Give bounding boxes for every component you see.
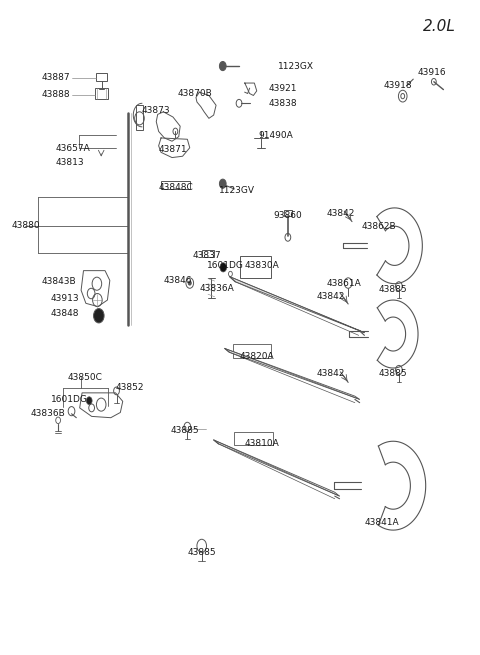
Bar <box>284 210 292 216</box>
Polygon shape <box>225 348 360 400</box>
Text: 43861A: 43861A <box>326 279 361 288</box>
Text: 43836B: 43836B <box>30 409 65 419</box>
Circle shape <box>188 281 191 285</box>
Text: 43921: 43921 <box>269 84 297 93</box>
Circle shape <box>94 309 104 323</box>
Bar <box>234 432 273 445</box>
Bar <box>202 250 214 257</box>
Polygon shape <box>229 276 364 333</box>
Text: 43810A: 43810A <box>245 440 279 448</box>
Circle shape <box>219 179 226 188</box>
Text: 1601DG: 1601DG <box>51 395 88 404</box>
Bar <box>240 255 271 278</box>
Text: 43848C: 43848C <box>158 183 193 192</box>
Text: 43850C: 43850C <box>68 373 103 382</box>
Text: 43916: 43916 <box>417 68 446 77</box>
Text: 43885: 43885 <box>187 548 216 557</box>
Text: 91490A: 91490A <box>258 131 293 140</box>
Bar <box>96 73 107 81</box>
Polygon shape <box>214 440 339 496</box>
Text: 43813: 43813 <box>56 159 84 167</box>
Text: 43852: 43852 <box>116 383 144 392</box>
Text: 43842: 43842 <box>317 291 345 301</box>
Text: 43880: 43880 <box>11 221 40 230</box>
Text: 1601DG: 1601DG <box>206 261 243 270</box>
Text: 43837: 43837 <box>192 251 221 260</box>
Text: 43820A: 43820A <box>240 352 275 361</box>
Bar <box>96 88 108 100</box>
Text: 43885: 43885 <box>170 426 199 436</box>
Text: 43885: 43885 <box>379 369 408 378</box>
Text: 43830A: 43830A <box>245 261 279 270</box>
Text: 43848: 43848 <box>51 309 80 318</box>
Circle shape <box>220 263 227 272</box>
Text: 43873: 43873 <box>142 106 170 115</box>
Bar <box>233 345 271 358</box>
Text: 43918: 43918 <box>384 81 412 90</box>
Text: 1123GV: 1123GV <box>218 186 254 195</box>
Circle shape <box>86 397 92 405</box>
Text: 2.0L: 2.0L <box>422 20 456 34</box>
Text: 43870B: 43870B <box>178 89 213 98</box>
Text: 43913: 43913 <box>51 294 80 303</box>
Text: 43657A: 43657A <box>56 144 91 153</box>
Circle shape <box>219 62 226 71</box>
Text: 43885: 43885 <box>379 285 408 294</box>
Text: 93860: 93860 <box>274 210 302 219</box>
Text: 43842: 43842 <box>317 369 345 378</box>
Text: 43842: 43842 <box>326 209 355 217</box>
Text: 43887: 43887 <box>41 73 70 83</box>
Text: 43871: 43871 <box>158 145 187 153</box>
Text: 43846: 43846 <box>163 276 192 285</box>
Text: 43836A: 43836A <box>199 284 234 293</box>
Text: 43838: 43838 <box>269 99 297 108</box>
Text: 1123GX: 1123GX <box>278 62 314 71</box>
Text: 43862B: 43862B <box>362 221 396 231</box>
Text: 43888: 43888 <box>41 90 70 100</box>
Text: 43843B: 43843B <box>41 277 76 286</box>
Text: 43841A: 43841A <box>364 517 399 527</box>
